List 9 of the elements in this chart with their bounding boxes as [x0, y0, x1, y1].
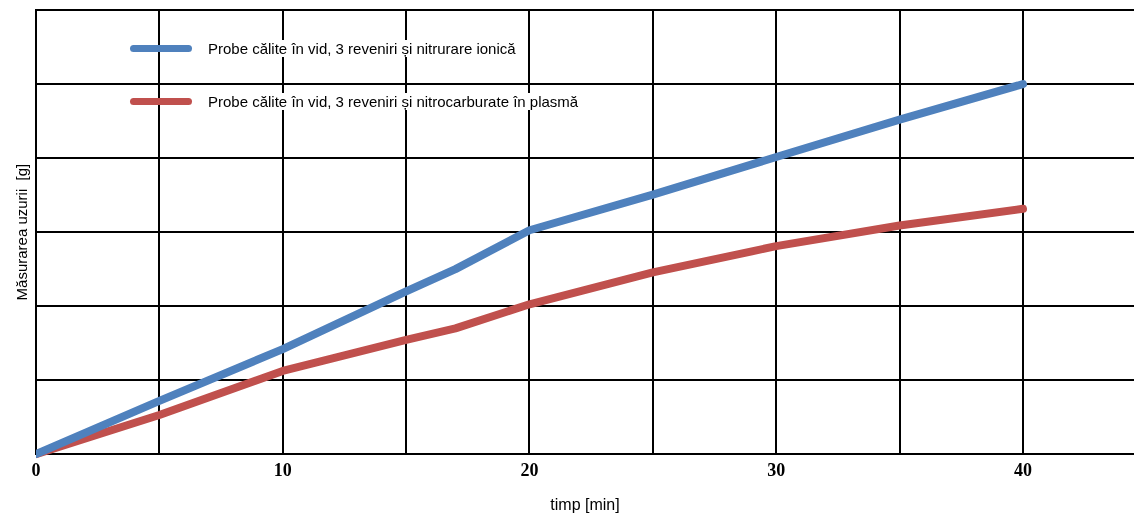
y-axis-title: Măsurarea uzurii [g] — [13, 163, 31, 301]
x-tick-label: 0 — [31, 459, 41, 480]
x-tick-label: 10 — [273, 459, 292, 480]
x-axis-title: timp [min] — [550, 495, 620, 513]
x-tick-label: 20 — [520, 459, 539, 480]
legend-label: Probe călite în vid, 3 reveniri și nitrocarburate în plasmă — [206, 93, 581, 110]
legend-label: Probe călite în vid, 3 reveniri și nitrurare ionică — [206, 40, 518, 57]
x-tick-label: 40 — [1013, 459, 1032, 480]
x-tick-label: 30 — [767, 459, 786, 480]
